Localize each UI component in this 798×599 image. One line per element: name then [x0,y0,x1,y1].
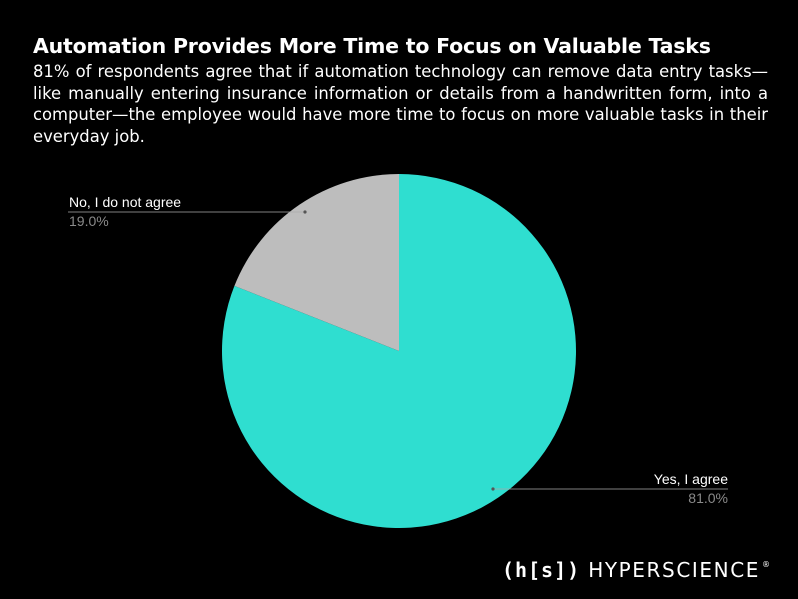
pie-slices [222,173,577,528]
callout-dot-no [303,210,307,214]
hyperscience-logo-mark: (h[s]) [501,558,581,582]
pie-callouts: Yes, I agree 81.0% No, I do not agree 19.0% [68,194,728,506]
slice-label-yes: Yes, I agree [654,471,728,487]
slice-percent-yes: 81.0% [688,490,728,506]
slice-label-no: No, I do not agree [69,194,181,210]
callout-dot-yes [491,487,495,491]
chart-subtitle: 81% of respondents agree that if automat… [33,62,768,146]
hyperscience-logo-text: HYPERSCIENCE [588,558,760,582]
registered-mark: ® [762,560,770,569]
pie-slice-no [234,174,399,351]
slice-percent-no: 19.0% [69,213,109,229]
pie-slice-yes [222,173,577,528]
hyperscience-logo: (h[s]) HYPERSCIENCE ® [502,558,770,582]
chart-title: Automation Provides More Time to Focus o… [33,34,711,58]
